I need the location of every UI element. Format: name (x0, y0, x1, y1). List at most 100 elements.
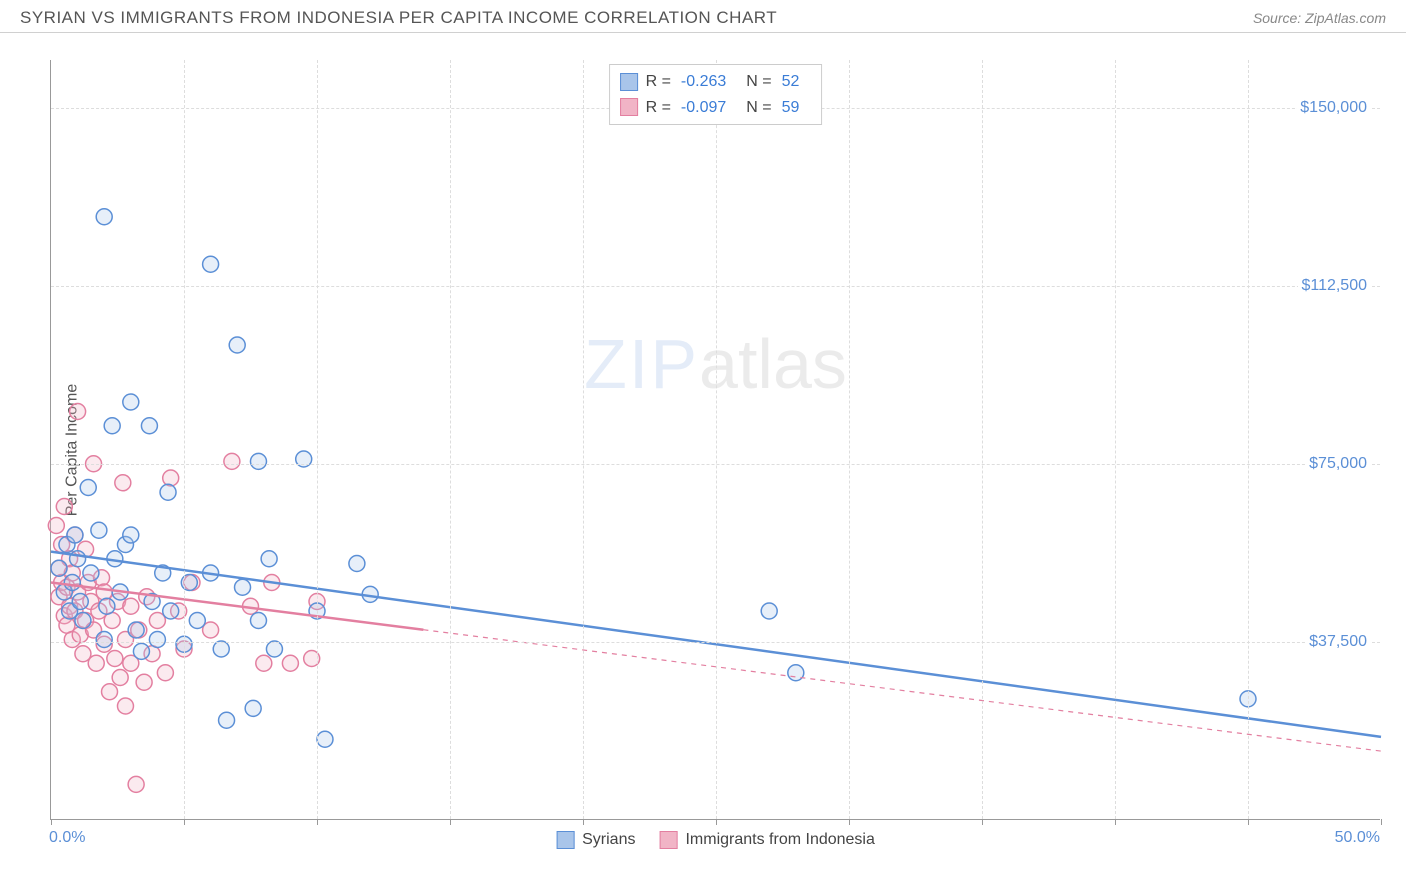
scatter-point (256, 655, 272, 671)
scatter-point (245, 700, 261, 716)
scatter-point (123, 394, 139, 410)
scatter-point (67, 527, 83, 543)
scatter-point (157, 665, 173, 681)
scatter-point (72, 594, 88, 610)
legend-label-0: Syrians (582, 831, 635, 849)
legend-item-series-0: Syrians (556, 831, 635, 849)
scatter-point (133, 643, 149, 659)
x-tick-mark (982, 819, 983, 825)
gridline-v (184, 60, 185, 819)
n-label-1: N = (746, 95, 771, 121)
scatter-point (224, 453, 240, 469)
gridline-v (849, 60, 850, 819)
scatter-point (317, 731, 333, 747)
scatter-point (160, 484, 176, 500)
scatter-point (128, 776, 144, 792)
gridline-v (716, 60, 717, 819)
x-tick-mark (849, 819, 850, 825)
trendline-dashed (423, 630, 1381, 751)
scatter-point (70, 404, 86, 420)
scatter-point (136, 674, 152, 690)
source-name: ZipAtlas.com (1305, 10, 1386, 26)
scatter-point (213, 641, 229, 657)
scatter-point (99, 598, 115, 614)
scatter-point (123, 527, 139, 543)
r-label-0: R = (646, 69, 671, 95)
correlation-row-2: R = -0.097 N = 59 (620, 95, 812, 121)
scatter-point (282, 655, 298, 671)
scatter-point (123, 598, 139, 614)
correlation-row-1: R = -0.263 N = 52 (620, 69, 812, 95)
scatter-point (788, 665, 804, 681)
scatter-point (107, 651, 123, 667)
scatter-point (163, 470, 179, 486)
scatter-point (163, 603, 179, 619)
y-tick-label: $75,000 (1306, 455, 1370, 473)
scatter-point (91, 522, 107, 538)
scatter-point (104, 418, 120, 434)
scatter-point (189, 613, 205, 629)
scatter-point (761, 603, 777, 619)
scatter-point (83, 565, 99, 581)
legend-swatch-series-1 (620, 98, 638, 116)
source-attribution: Source: ZipAtlas.com (1253, 10, 1386, 26)
n-label-0: N = (746, 69, 771, 95)
scatter-point (96, 209, 112, 225)
x-axis-end-label: 50.0% (1335, 829, 1380, 847)
scatter-point (117, 698, 133, 714)
gridline-v (1248, 60, 1249, 819)
scatter-point (64, 575, 80, 591)
scatter-point (115, 475, 131, 491)
gridline-v (982, 60, 983, 819)
y-tick-label: $150,000 (1297, 99, 1370, 117)
scatter-point (70, 551, 86, 567)
scatter-point (235, 579, 251, 595)
chart-container: Per Capita Income ZIPatlas R = -0.263 N … (0, 40, 1406, 860)
legend-label-1: Immigrants from Indonesia (685, 831, 874, 849)
x-axis-start-label: 0.0% (49, 829, 85, 847)
x-tick-mark (583, 819, 584, 825)
plot-area: ZIPatlas R = -0.263 N = 52 R = -0.097 N … (50, 60, 1380, 820)
scatter-point (149, 632, 165, 648)
scatter-point (349, 556, 365, 572)
gridline-v (450, 60, 451, 819)
gridline-v (317, 60, 318, 819)
scatter-point (141, 418, 157, 434)
gridline-v (583, 60, 584, 819)
legend-item-series-1: Immigrants from Indonesia (659, 831, 874, 849)
scatter-point (261, 551, 277, 567)
scatter-point (203, 256, 219, 272)
x-tick-mark (1381, 819, 1382, 825)
scatter-point (56, 499, 72, 515)
x-tick-mark (317, 819, 318, 825)
chart-title: SYRIAN VS IMMIGRANTS FROM INDONESIA PER … (20, 8, 777, 28)
scatter-point (51, 560, 67, 576)
x-tick-mark (1248, 819, 1249, 825)
scatter-point (250, 453, 266, 469)
legend-swatch-series-0 (620, 73, 638, 91)
scatter-point (229, 337, 245, 353)
scatter-point (96, 632, 112, 648)
scatter-point (128, 622, 144, 638)
scatter-point (48, 518, 64, 534)
legend-swatch-bottom-1 (659, 831, 677, 849)
gridline-v (1115, 60, 1116, 819)
r-value-0: -0.263 (681, 69, 726, 95)
scatter-point (250, 613, 266, 629)
legend-swatch-bottom-0 (556, 831, 574, 849)
series-legend: Syrians Immigrants from Indonesia (556, 831, 875, 849)
correlation-legend: R = -0.263 N = 52 R = -0.097 N = 59 (609, 64, 823, 125)
x-tick-mark (1115, 819, 1116, 825)
scatter-point (112, 670, 128, 686)
scatter-point (219, 712, 235, 728)
x-tick-mark (450, 819, 451, 825)
n-value-1: 59 (782, 95, 800, 121)
x-tick-mark (716, 819, 717, 825)
source-label: Source: (1253, 10, 1305, 26)
scatter-point (80, 480, 96, 496)
y-tick-label: $112,500 (1298, 277, 1370, 295)
scatter-point (75, 613, 91, 629)
scatter-point (266, 641, 282, 657)
r-value-1: -0.097 (681, 95, 726, 121)
x-tick-mark (51, 819, 52, 825)
